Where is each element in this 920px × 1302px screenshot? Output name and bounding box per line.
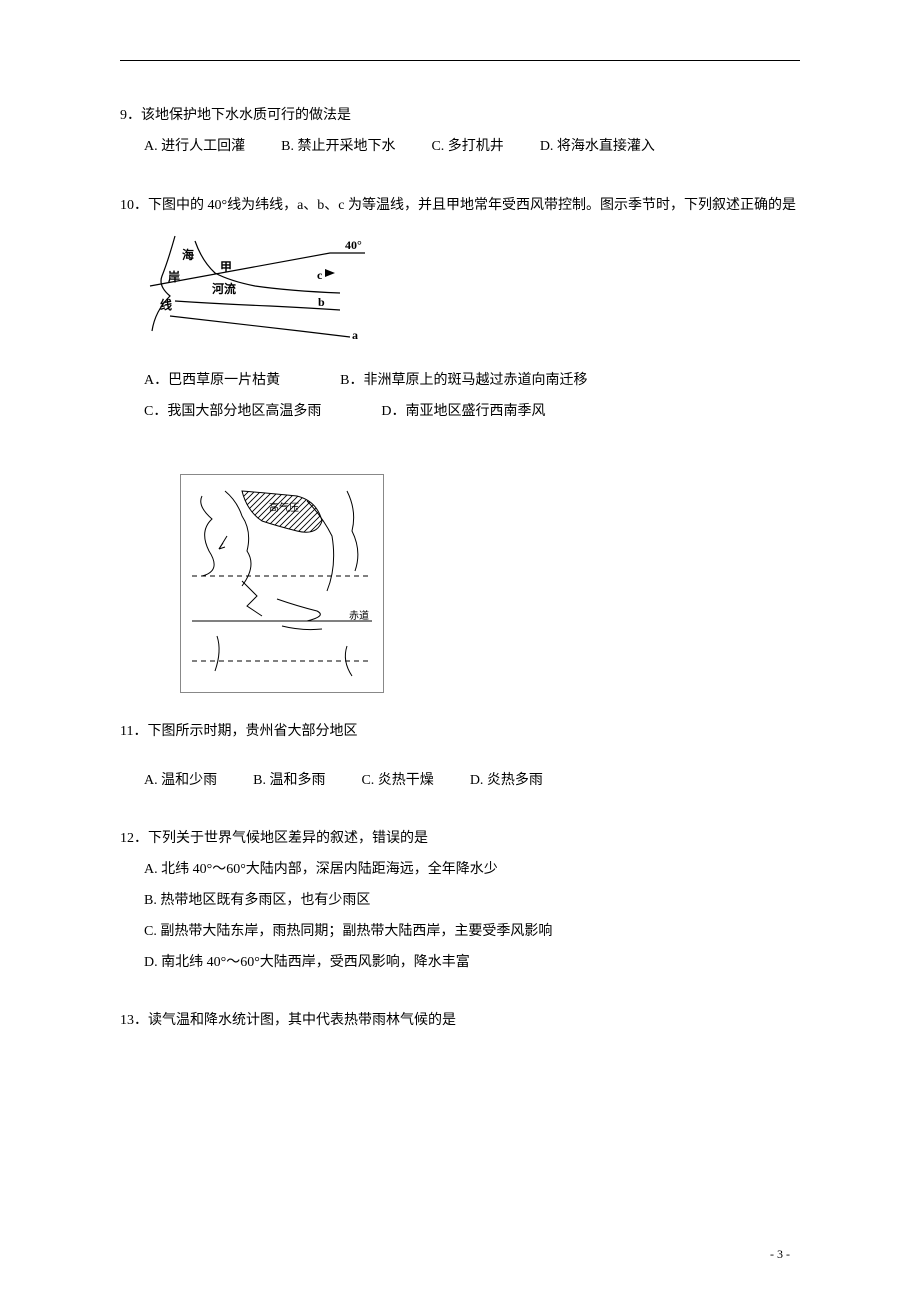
label-hai: 海 xyxy=(182,247,194,262)
question-13: 13．读气温和降水统计图，其中代表热带雨林气候的是 xyxy=(120,1006,800,1037)
question-9: 9．该地保护地下水水质可行的做法是 A. 进行人工回灌 B. 禁止开采地下水 C… xyxy=(120,101,800,163)
label-jia: 甲 xyxy=(220,260,232,274)
q11-opt-d: D. 炎热多雨 xyxy=(470,766,543,797)
q10-options: A．巴西草原一片枯黄 B．非洲草原上的斑马越过赤道向南迁移 C．我国大部分地区高… xyxy=(120,366,800,428)
se-asia-2-icon xyxy=(277,599,320,621)
isotherm-a-icon xyxy=(170,316,350,337)
q12-options: A. 北纬 40°～60°大陆内部，深居内陆距海远，全年降水少 B. 热带地区既… xyxy=(120,855,800,978)
q10-opt-a: A．巴西草原一片枯黄 xyxy=(144,366,280,397)
label-c: c xyxy=(317,268,323,282)
label-gaoqiya: 高气压 xyxy=(269,501,299,514)
q9-text: 9．该地保护地下水水质可行的做法是 xyxy=(120,101,800,132)
q11-opt-c: C. 炎热干燥 xyxy=(361,766,433,797)
q11-opt-b: B. 温和多雨 xyxy=(253,766,325,797)
arrow-sw-head-icon xyxy=(219,543,225,549)
q10-text: 10．下图中的 40°线为纬线，a、b、c 为等温线，并且甲地常年受西风带控制。… xyxy=(120,191,800,222)
q11-options: A. 温和少雨 B. 温和多雨 C. 炎热干燥 D. 炎热多雨 xyxy=(120,766,800,797)
q9-opt-d: D. 将海水直接灌入 xyxy=(540,132,655,163)
q10-opt-b: B．非洲草原上的斑马越过赤道向南迁移 xyxy=(340,366,587,397)
q9-opt-c: C. 多打机井 xyxy=(431,132,503,163)
q12-opt-b: B. 热带地区既有多雨区，也有少雨区 xyxy=(144,886,800,917)
q9-opt-b: B. 禁止开采地下水 xyxy=(281,132,395,163)
q12-opt-a: A. 北纬 40°～60°大陆内部，深居内陆距海远，全年降水少 xyxy=(144,855,800,886)
label-a: a xyxy=(352,328,358,341)
label-b: b xyxy=(318,295,325,309)
q13-text: 13．读气温和降水统计图，其中代表热带雨林气候的是 xyxy=(120,1006,800,1037)
q11-diagram: 高气压 赤道 xyxy=(180,474,384,693)
q12-text: 12．下列关于世界气候地区差异的叙述，错误的是 xyxy=(120,824,800,855)
label-heliu: 河流 xyxy=(211,281,236,296)
japan-icon xyxy=(347,491,358,571)
question-11: 11．下图所示时期，贵州省大部分地区 A. 温和少雨 B. 温和多雨 C. 炎热… xyxy=(120,717,800,797)
top-rule xyxy=(120,60,800,61)
q11-text: 11．下图所示时期，贵州省大部分地区 xyxy=(120,717,800,748)
question-10: 10．下图中的 40°线为纬线，a、b、c 为等温线，并且甲地常年受西风带控制。… xyxy=(120,191,800,428)
label-chidao: 赤道 xyxy=(349,609,369,622)
isotherm-b-icon xyxy=(175,301,340,310)
label-an: 岸 xyxy=(168,269,180,284)
q10-diagram: 40° 海 甲 岸 河流 线 c b a xyxy=(140,231,370,341)
west-coast-icon xyxy=(201,496,214,576)
q12-opt-d: D. 南北纬 40°～60°大陆西岸，受西风影响，降水丰富 xyxy=(144,948,800,979)
arrow-icon xyxy=(325,269,335,277)
q9-opt-a: A. 进行人工回灌 xyxy=(144,132,245,163)
q10-opt-d: D．南亚地区盛行西南季风 xyxy=(381,397,545,428)
sw-coast-icon xyxy=(215,636,219,671)
se-asia-3-icon xyxy=(282,626,322,630)
q11-opt-a: A. 温和少雨 xyxy=(144,766,217,797)
question-12: 12．下列关于世界气候地区差异的叙述，错误的是 A. 北纬 40°～60°大陆内… xyxy=(120,824,800,978)
q9-options: A. 进行人工回灌 B. 禁止开采地下水 C. 多打机井 D. 将海水直接灌入 xyxy=(120,132,800,163)
label-40: 40° xyxy=(345,238,362,252)
q12-opt-c: C. 副热带大陆东岸，雨热同期；副热带大陆西岸，主要受季风影响 xyxy=(144,917,800,948)
page-number: 3 xyxy=(770,1247,790,1262)
label-xian: 线 xyxy=(160,297,172,312)
q10-opt-c: C．我国大部分地区高温多雨 xyxy=(144,397,321,428)
se-asia-1-icon xyxy=(242,581,262,616)
